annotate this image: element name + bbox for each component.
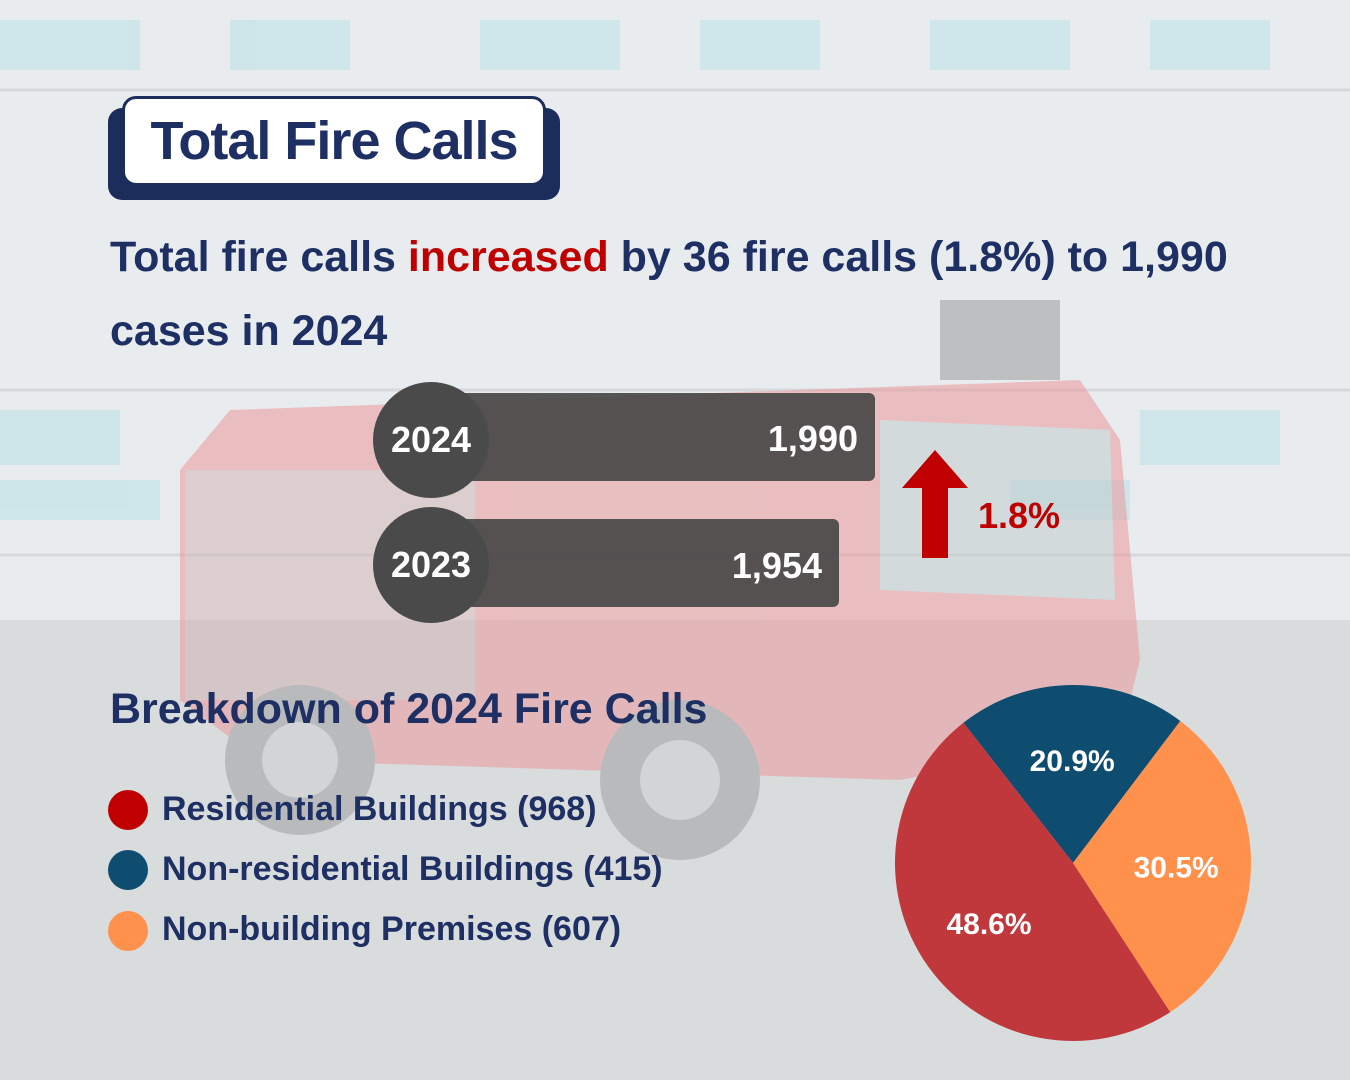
legend-label-non-building: Non-building Premises (607) <box>162 910 622 948</box>
legend-dot-residential <box>108 790 148 830</box>
page-title: Total Fire Calls <box>150 111 518 171</box>
year-badge-2024: 2024 <box>373 382 489 498</box>
bar-2023 <box>430 519 839 607</box>
headline-highlight: increased <box>407 233 609 281</box>
pie-chart: 20.9% 30.5% 48.6% <box>895 685 1251 1041</box>
headline-part2: by 36 fire calls (1.8%) to 1,990 cases i… <box>110 233 1228 355</box>
change-percent: 1.8% <box>978 495 1061 536</box>
legend-label-non-residential: Non-residential Buildings (415) <box>162 850 663 888</box>
bar-value-2023: 1,954 <box>731 545 822 586</box>
headline-part1: Total fire calls <box>110 233 408 281</box>
pie-slice-non-building <box>1073 720 1251 1013</box>
year-badge-2023: 2023 <box>373 507 489 623</box>
bar-2024 <box>430 393 875 481</box>
breakdown-title: Breakdown of 2024 Fire Calls <box>110 685 708 733</box>
pie-label-residential: 48.6% <box>946 908 1031 941</box>
up-arrow-icon <box>902 450 968 558</box>
pie-label-non-building: 30.5% <box>1134 852 1219 885</box>
legend-dot-non-building <box>108 911 148 951</box>
headline: Total fire calls increased by 36 fire ca… <box>110 220 1290 368</box>
pie-label-non-residential: 20.9% <box>1030 745 1115 778</box>
title-box: Total Fire Calls <box>122 96 546 186</box>
legend-label-residential: Residential Buildings (968) <box>162 790 597 828</box>
bar-value-2024: 1,990 <box>767 418 858 459</box>
pie-slice-non-residential <box>963 685 1181 863</box>
legend-dot-non-residential <box>108 850 148 890</box>
pie-slice-residential <box>895 722 1171 1041</box>
